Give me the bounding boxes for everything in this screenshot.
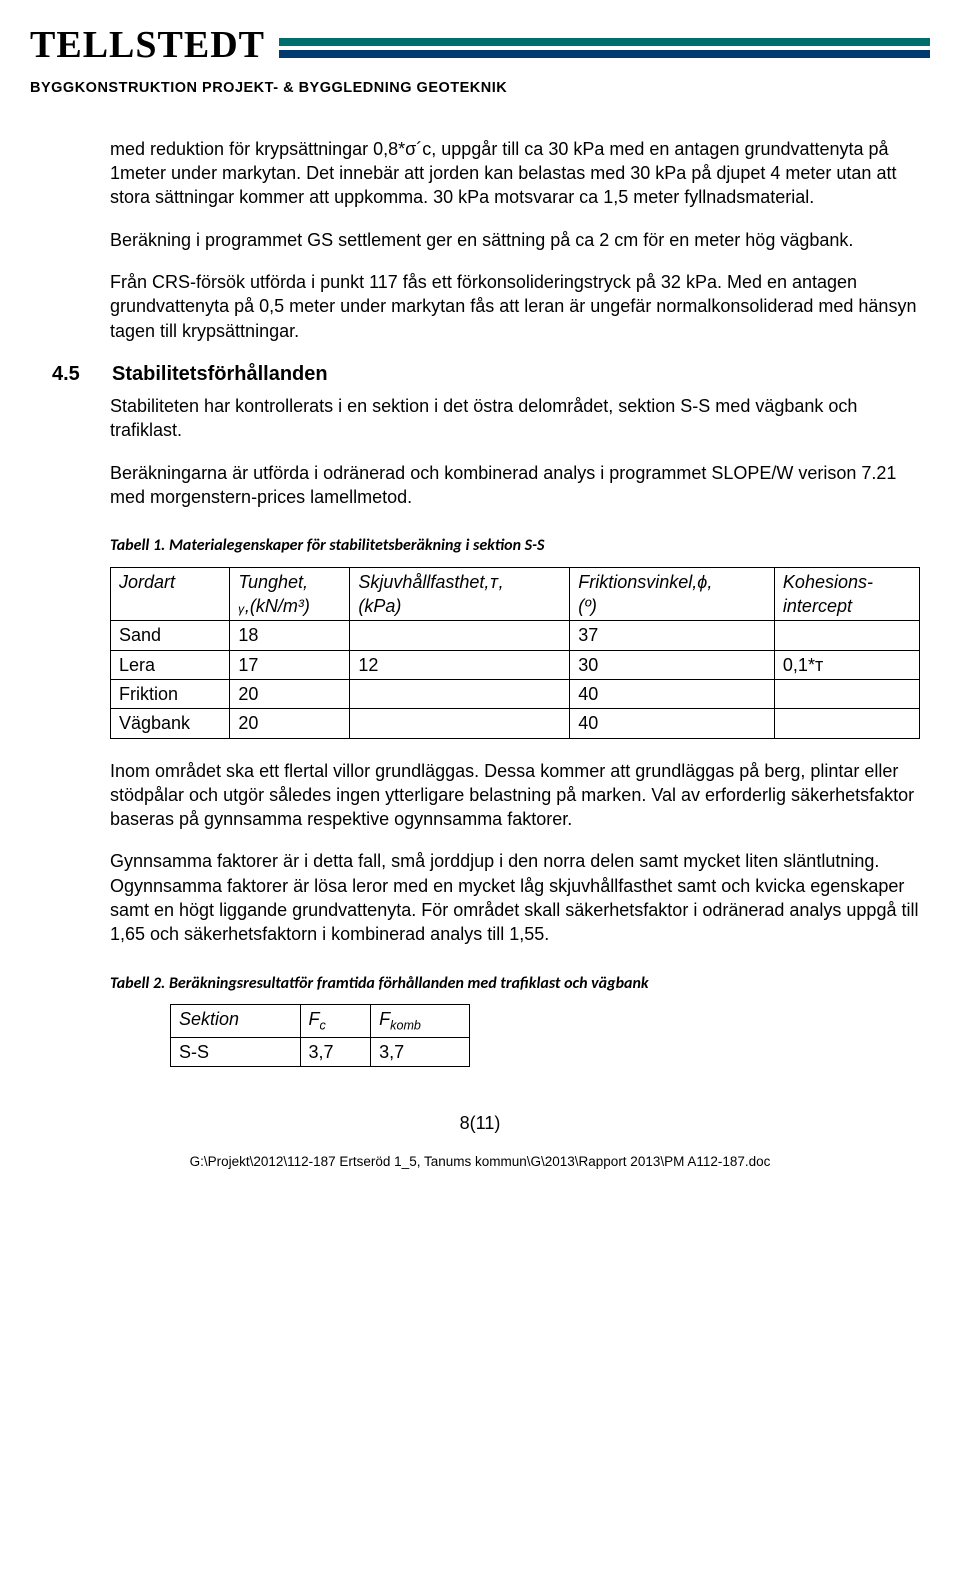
th-label: Skjuvhållfasthet,ᴛ, [358, 572, 503, 592]
table1-caption: Tabell 1. Materialegenskaper för stabili… [110, 535, 920, 557]
th-label: intercept [783, 596, 852, 616]
table-header: Jordart [111, 567, 230, 621]
table-cell [350, 621, 570, 650]
th-label: Tunghet, [238, 572, 308, 592]
table-header: Fc [300, 1005, 371, 1038]
th-label: ᵧ,(kN/m³) [238, 596, 310, 616]
table-cell [350, 679, 570, 708]
paragraph-2: Beräkning i programmet GS settlement ger… [110, 228, 920, 252]
table-cell: S-S [171, 1037, 301, 1066]
page-number: 8(11) [30, 1111, 930, 1135]
page-footer: 8(11) G:\Projekt\2012\112-187 Ertseröd 1… [30, 1111, 930, 1172]
th-label: (º) [578, 596, 597, 616]
paragraph-5: Beräkningarna är utförda i odränerad och… [110, 461, 920, 510]
paragraph-6: Inom området ska ett flertal villor grun… [110, 759, 920, 832]
paragraph-1: med reduktion för krypsättningar 0,8*σ´c… [110, 137, 920, 210]
table-cell: 40 [570, 679, 775, 708]
footer-filepath: G:\Projekt\2012\112-187 Ertseröd 1_5, Ta… [30, 1153, 930, 1171]
table-cell: 12 [350, 650, 570, 679]
table-cell: 20 [230, 709, 350, 738]
document-header: TELLSTEDT BYGGKONSTRUKTION PROJEKT- & BY… [30, 20, 930, 99]
paragraph-7: Gynnsamma faktorer är i detta fall, små … [110, 849, 920, 946]
th-label: Sektion [179, 1009, 239, 1029]
th-label: Friktionsvinkel,ϕ, [578, 572, 712, 592]
table-cell: 37 [570, 621, 775, 650]
table-header: Fkomb [371, 1005, 470, 1038]
table-cell: 20 [230, 679, 350, 708]
logo-row: TELLSTEDT [30, 20, 930, 71]
table-cell: 0,1*ᴛ [774, 650, 919, 679]
table-header: Tunghet, ᵧ,(kN/m³) [230, 567, 350, 621]
section-number: 4.5 [52, 361, 86, 388]
table2-caption: Tabell 2. Beräkningsresultatför framtida… [110, 973, 920, 995]
table-row: Lera 17 12 30 0,1*ᴛ [111, 650, 920, 679]
table-cell: Friktion [111, 679, 230, 708]
logo-text: TELLSTEDT [30, 20, 265, 71]
paragraph-4: Stabiliteten har kontrollerats i en sekt… [110, 394, 920, 443]
table-cell: 30 [570, 650, 775, 679]
table-row: S-S 3,7 3,7 [171, 1037, 470, 1066]
table-row: Sektion Fc Fkomb [171, 1005, 470, 1038]
document-body: med reduktion för krypsättningar 0,8*σ´c… [30, 127, 930, 1067]
table-material-properties: Jordart Tunghet, ᵧ,(kN/m³) Skjuvhållfast… [110, 567, 920, 739]
header-subtitle: BYGGKONSTRUKTION PROJEKT- & BYGGLEDNING … [30, 79, 930, 99]
table-cell [774, 621, 919, 650]
table-header: Friktionsvinkel,ϕ, (º) [570, 567, 775, 621]
header-bar-top [279, 38, 930, 46]
th-label: (kPa) [358, 596, 401, 616]
th-label: F [309, 1009, 320, 1029]
table-cell: 18 [230, 621, 350, 650]
th-label: F [379, 1009, 390, 1029]
table-calculation-results: Sektion Fc Fkomb S-S 3,7 3,7 [170, 1004, 470, 1067]
table-cell: Vägbank [111, 709, 230, 738]
header-bars [279, 34, 930, 58]
th-label: Kohesions- [783, 572, 873, 592]
th-sub: c [320, 1019, 326, 1033]
table-cell: 3,7 [371, 1037, 470, 1066]
table-cell: Lera [111, 650, 230, 679]
table-cell [350, 709, 570, 738]
table-cell: Sand [111, 621, 230, 650]
th-sub: komb [390, 1019, 421, 1033]
header-bar-bottom [279, 50, 930, 58]
section-title: Stabilitetsförhållanden [112, 361, 328, 388]
table-row: Jordart Tunghet, ᵧ,(kN/m³) Skjuvhållfast… [111, 567, 920, 621]
table-header: Kohesions- intercept [774, 567, 919, 621]
table-header: Sektion [171, 1005, 301, 1038]
table-cell [774, 709, 919, 738]
table-cell: 17 [230, 650, 350, 679]
table-row: Vägbank 20 40 [111, 709, 920, 738]
table-row: Sand 18 37 [111, 621, 920, 650]
table-cell: 40 [570, 709, 775, 738]
table-cell [774, 679, 919, 708]
th-label: Jordart [119, 572, 175, 592]
table-header: Skjuvhållfasthet,ᴛ, (kPa) [350, 567, 570, 621]
table-row: Friktion 20 40 [111, 679, 920, 708]
paragraph-3: Från CRS-försök utförda i punkt 117 fås … [110, 270, 920, 343]
table-cell: 3,7 [300, 1037, 371, 1066]
section-heading-row: 4.5 Stabilitetsförhållanden [110, 361, 920, 388]
